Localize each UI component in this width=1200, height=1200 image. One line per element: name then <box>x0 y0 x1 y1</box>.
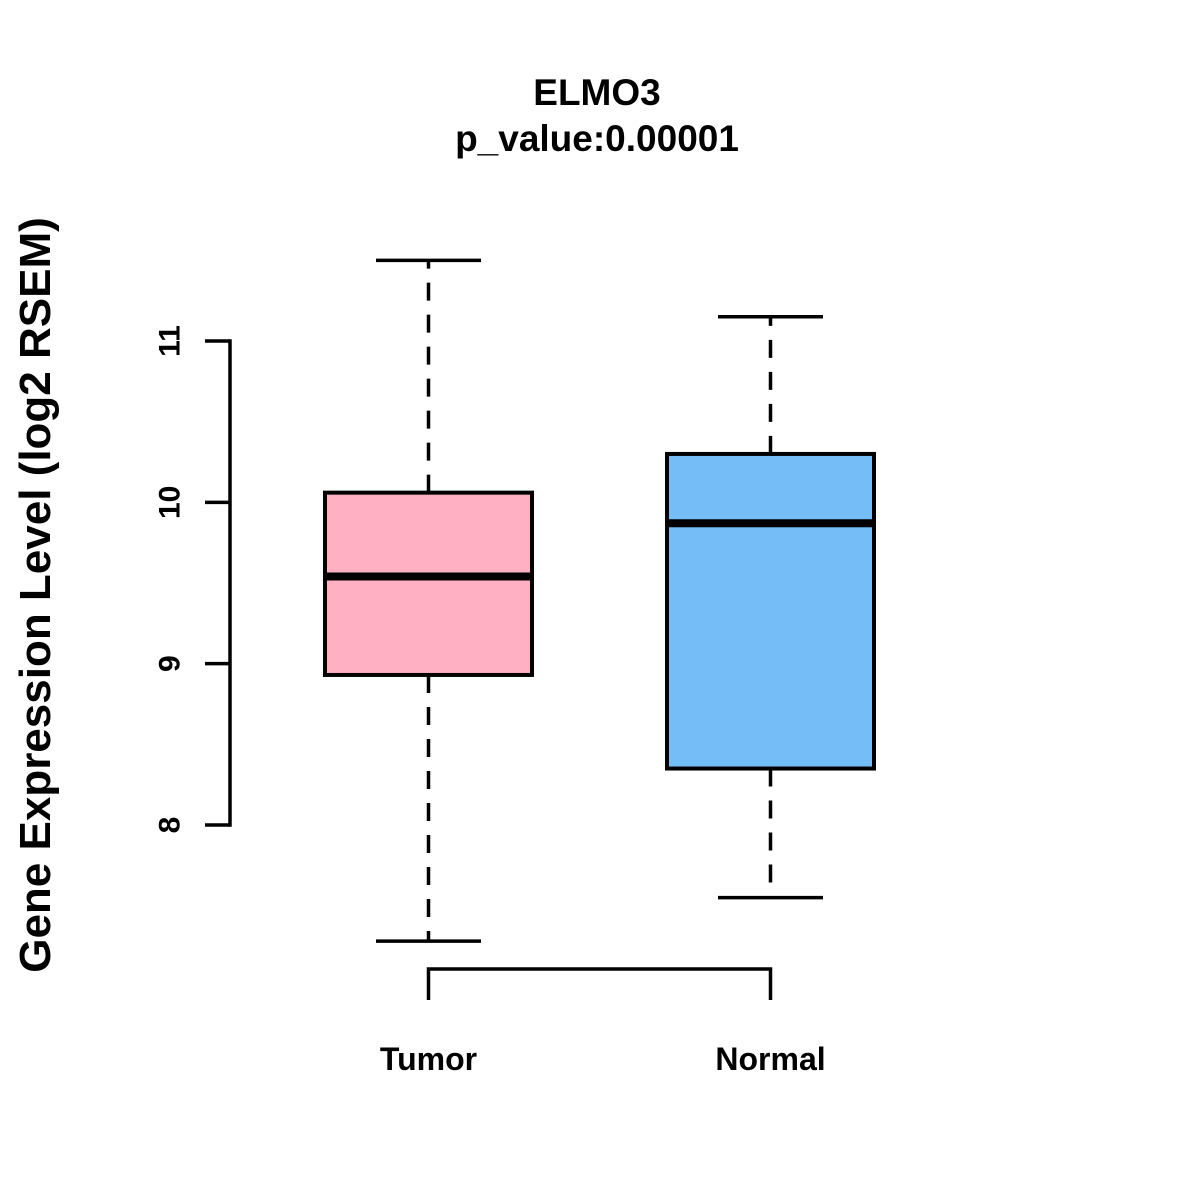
chart-title: ELMO3 <box>533 72 661 113</box>
tumor-box <box>323 490 534 677</box>
x-axis-label-normal: Normal <box>715 1041 825 1077</box>
y-axis-tick-label: 8 <box>154 817 187 834</box>
y-axis-tick-label: 11 <box>154 325 187 357</box>
x-axis-bracket <box>426 967 773 1000</box>
y-axis-tick-label: 10 <box>154 486 187 519</box>
normal-box <box>665 451 876 771</box>
y-axis-tick-label: 9 <box>154 655 187 672</box>
chart-subtitle: p_value:0.00001 <box>455 118 739 159</box>
x-axis-label-tumor: Tumor <box>380 1041 477 1077</box>
